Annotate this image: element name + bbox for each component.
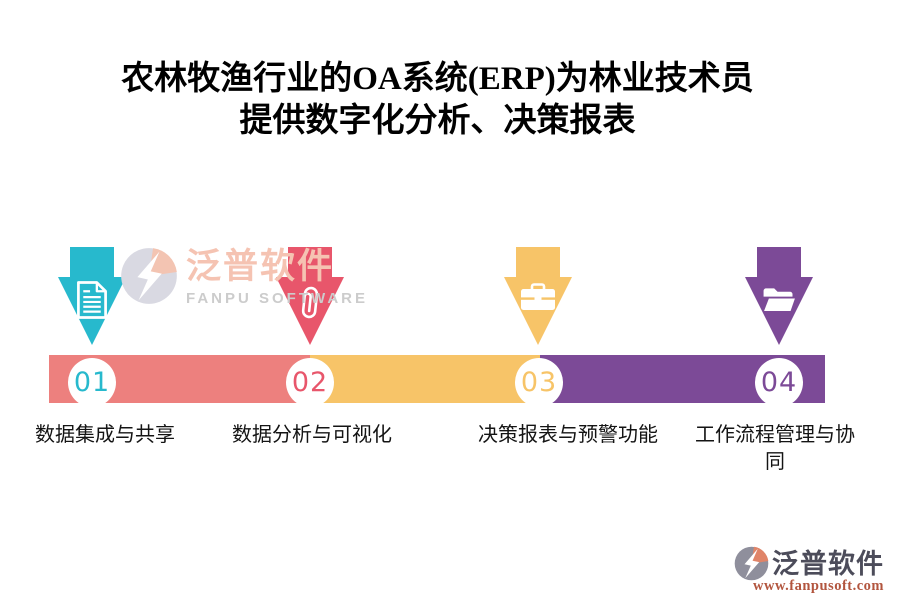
step-marker-3 — [504, 247, 572, 347]
document-icon — [76, 280, 109, 325]
fanpu-logo-icon — [734, 546, 769, 581]
step-number-3: 03 — [515, 358, 563, 407]
title-line-2: 提供数字化分析、决策报表 — [239, 103, 636, 139]
watermark-subtitle: FANPU SOFTWARE — [186, 290, 369, 307]
briefcase-icon — [520, 283, 556, 316]
step-number-2: 02 — [286, 358, 334, 407]
step-label-3: 决策报表与预警功能 — [478, 424, 658, 446]
arrow-stem — [757, 247, 801, 279]
arrow-stem — [288, 247, 332, 279]
step-marker-1 — [58, 247, 126, 347]
step-label-1: 数据集成与共享 — [35, 424, 175, 446]
step-label-4: 工作流程管理与协同 — [695, 424, 855, 473]
arrow-head — [504, 277, 572, 345]
page-title: 农林牧渔行业的OA系统(ERP)为林业技术员 提供数字化分析、决策报表 — [0, 58, 875, 142]
step-number-4: 04 — [755, 358, 803, 407]
arrow-stem — [70, 247, 114, 279]
footer-brand: 泛普软件 — [772, 548, 884, 579]
fanpu-watermark: 泛普软件 FANPU SOFTWARE — [120, 246, 368, 308]
bar-segment-orange — [310, 355, 540, 403]
step-number-1: 01 — [68, 358, 116, 407]
step-marker-4 — [745, 247, 813, 347]
title-line-1: 农林牧渔行业的OA系统(ERP)为林业技术员 — [121, 61, 754, 97]
open-folder-icon — [761, 285, 797, 317]
watermark-text: 泛普软件 FANPU SOFTWARE — [186, 246, 368, 308]
footer-logo-row: 泛普软件 — [734, 546, 884, 581]
timeline-bar — [49, 355, 825, 403]
fanpu-logo-icon — [121, 248, 177, 304]
footer-logo: 泛普软件 www.fanpusoft.com — [734, 546, 884, 595]
watermark-brand: 泛普软件 — [186, 247, 335, 286]
step-label-2: 数据分析与可视化 — [232, 424, 392, 446]
paperclip-icon — [297, 283, 323, 328]
arrow-stem — [516, 247, 560, 279]
step-marker-2 — [276, 247, 344, 347]
footer-url: www.fanpusoft.com — [753, 578, 884, 594]
